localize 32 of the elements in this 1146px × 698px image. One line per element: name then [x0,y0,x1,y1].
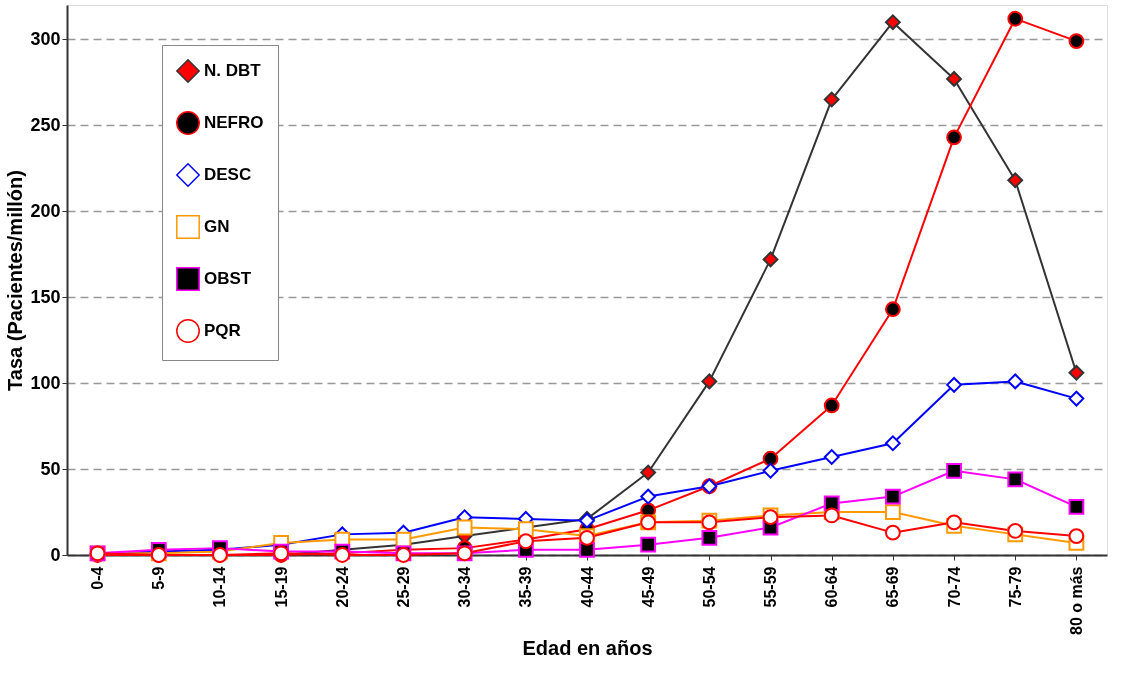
x-tick-label: 50-54 [700,566,718,608]
x-tick-label: 0-4 [89,566,107,590]
y-tick-label: 0 [50,544,61,565]
y-tick-label: 50 [40,458,61,479]
x-tick-label: 45-49 [639,566,657,608]
y-tick-label: 150 [30,286,61,307]
x-tick-label: 25-29 [394,566,412,608]
legend-label: OBST [204,269,252,288]
y-tick-label: 250 [30,114,61,135]
x-tick-label: 35-39 [517,566,535,608]
x-tick-label: 75-79 [1006,566,1024,608]
x-tick-label: 65-69 [884,566,902,608]
x-tick-label: 40-44 [578,566,596,608]
y-tick-label: 200 [30,200,61,221]
x-tick-label: 80 o más [1067,566,1085,635]
legend-label: NEFRO [204,113,264,132]
x-axis-title: Edad en años [522,636,653,659]
legend-label: PQR [204,321,241,340]
legend-label: GN [204,217,230,236]
legend-label: N. DBT [204,61,262,80]
x-tick-label: 30-34 [456,566,474,608]
x-tick-label: 5-9 [150,566,168,590]
y-tick-label: 300 [30,28,61,49]
x-tick-label: 10-14 [211,566,229,608]
x-tick-label: 60-64 [823,566,841,608]
y-tick-label: 100 [30,372,61,393]
y-axis-title: Tasa (Pacientes/millón) [4,170,27,391]
x-tick-label: 70-74 [945,566,963,608]
x-tick-label: 15-19 [272,566,290,608]
legend-label: DESC [204,165,252,184]
x-tick-label: 20-24 [333,566,351,608]
x-tick-label: 55-59 [762,566,780,608]
